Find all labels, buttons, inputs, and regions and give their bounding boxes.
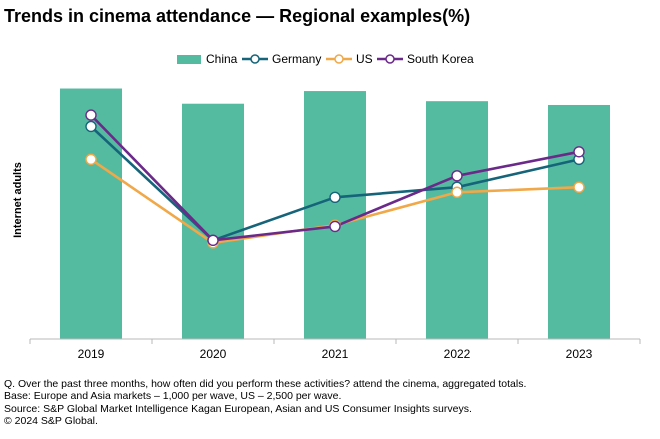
x-tick-label-2023: 2023 xyxy=(566,347,593,361)
y-axis-label: Internet adults xyxy=(12,162,24,238)
legend-item-us: US xyxy=(326,50,373,68)
point-south-korea-2020 xyxy=(207,234,219,247)
legend-label-china: China xyxy=(206,52,238,66)
cinema-attendance-chart: 2019 2020 2021 2022 2023 Internet adults xyxy=(12,88,641,361)
point-germany-2019 xyxy=(85,120,97,133)
legend-label-us: US xyxy=(356,52,373,66)
legend-label-germany: Germany xyxy=(272,52,322,66)
point-south-korea-2023 xyxy=(573,146,585,158)
footnote-copyright: © 2024 S&P Global. xyxy=(4,415,98,428)
legend-swatch-china xyxy=(177,54,201,64)
legend-item-south-korea: South Korea xyxy=(377,50,474,68)
chart-legend: China Germany US South Korea xyxy=(0,50,660,68)
point-us-2019 xyxy=(85,153,97,166)
footnote-source: Source: S&P Global Market Intelligence K… xyxy=(4,402,472,415)
legend-swatch-germany xyxy=(242,54,268,64)
footnote-question: Q. Over the past three months, how often… xyxy=(4,378,527,390)
point-south-korea-2022 xyxy=(451,170,463,182)
point-germany-2021 xyxy=(329,191,341,204)
x-tick-label-2021: 2021 xyxy=(322,347,349,361)
x-tick-label-2022: 2022 xyxy=(444,347,471,361)
point-us-2022 xyxy=(451,186,463,198)
x-tick-label-2020: 2020 xyxy=(200,347,227,361)
point-us-2023 xyxy=(573,181,585,193)
bar-china-2021 xyxy=(304,91,366,339)
point-south-korea-2021 xyxy=(329,220,341,233)
footnotes: Q. Over the past three months, how often… xyxy=(4,378,654,428)
bar-china-2023 xyxy=(548,104,610,339)
legend-item-china: China xyxy=(177,50,237,68)
bar-china-2022 xyxy=(426,101,488,340)
x-tick-label-2019: 2019 xyxy=(78,347,105,361)
point-south-korea-2019 xyxy=(85,109,97,121)
legend-item-germany: Germany xyxy=(242,50,321,68)
legend-label-south-korea: South Korea xyxy=(407,52,474,66)
footnote-base: Base: Europe and Asia markets – 1,000 pe… xyxy=(4,390,342,403)
legend-swatch-us xyxy=(326,54,352,64)
chart-title: Trends in cinema attendance — Regional e… xyxy=(4,6,471,26)
legend-swatch-south-korea xyxy=(377,54,403,64)
